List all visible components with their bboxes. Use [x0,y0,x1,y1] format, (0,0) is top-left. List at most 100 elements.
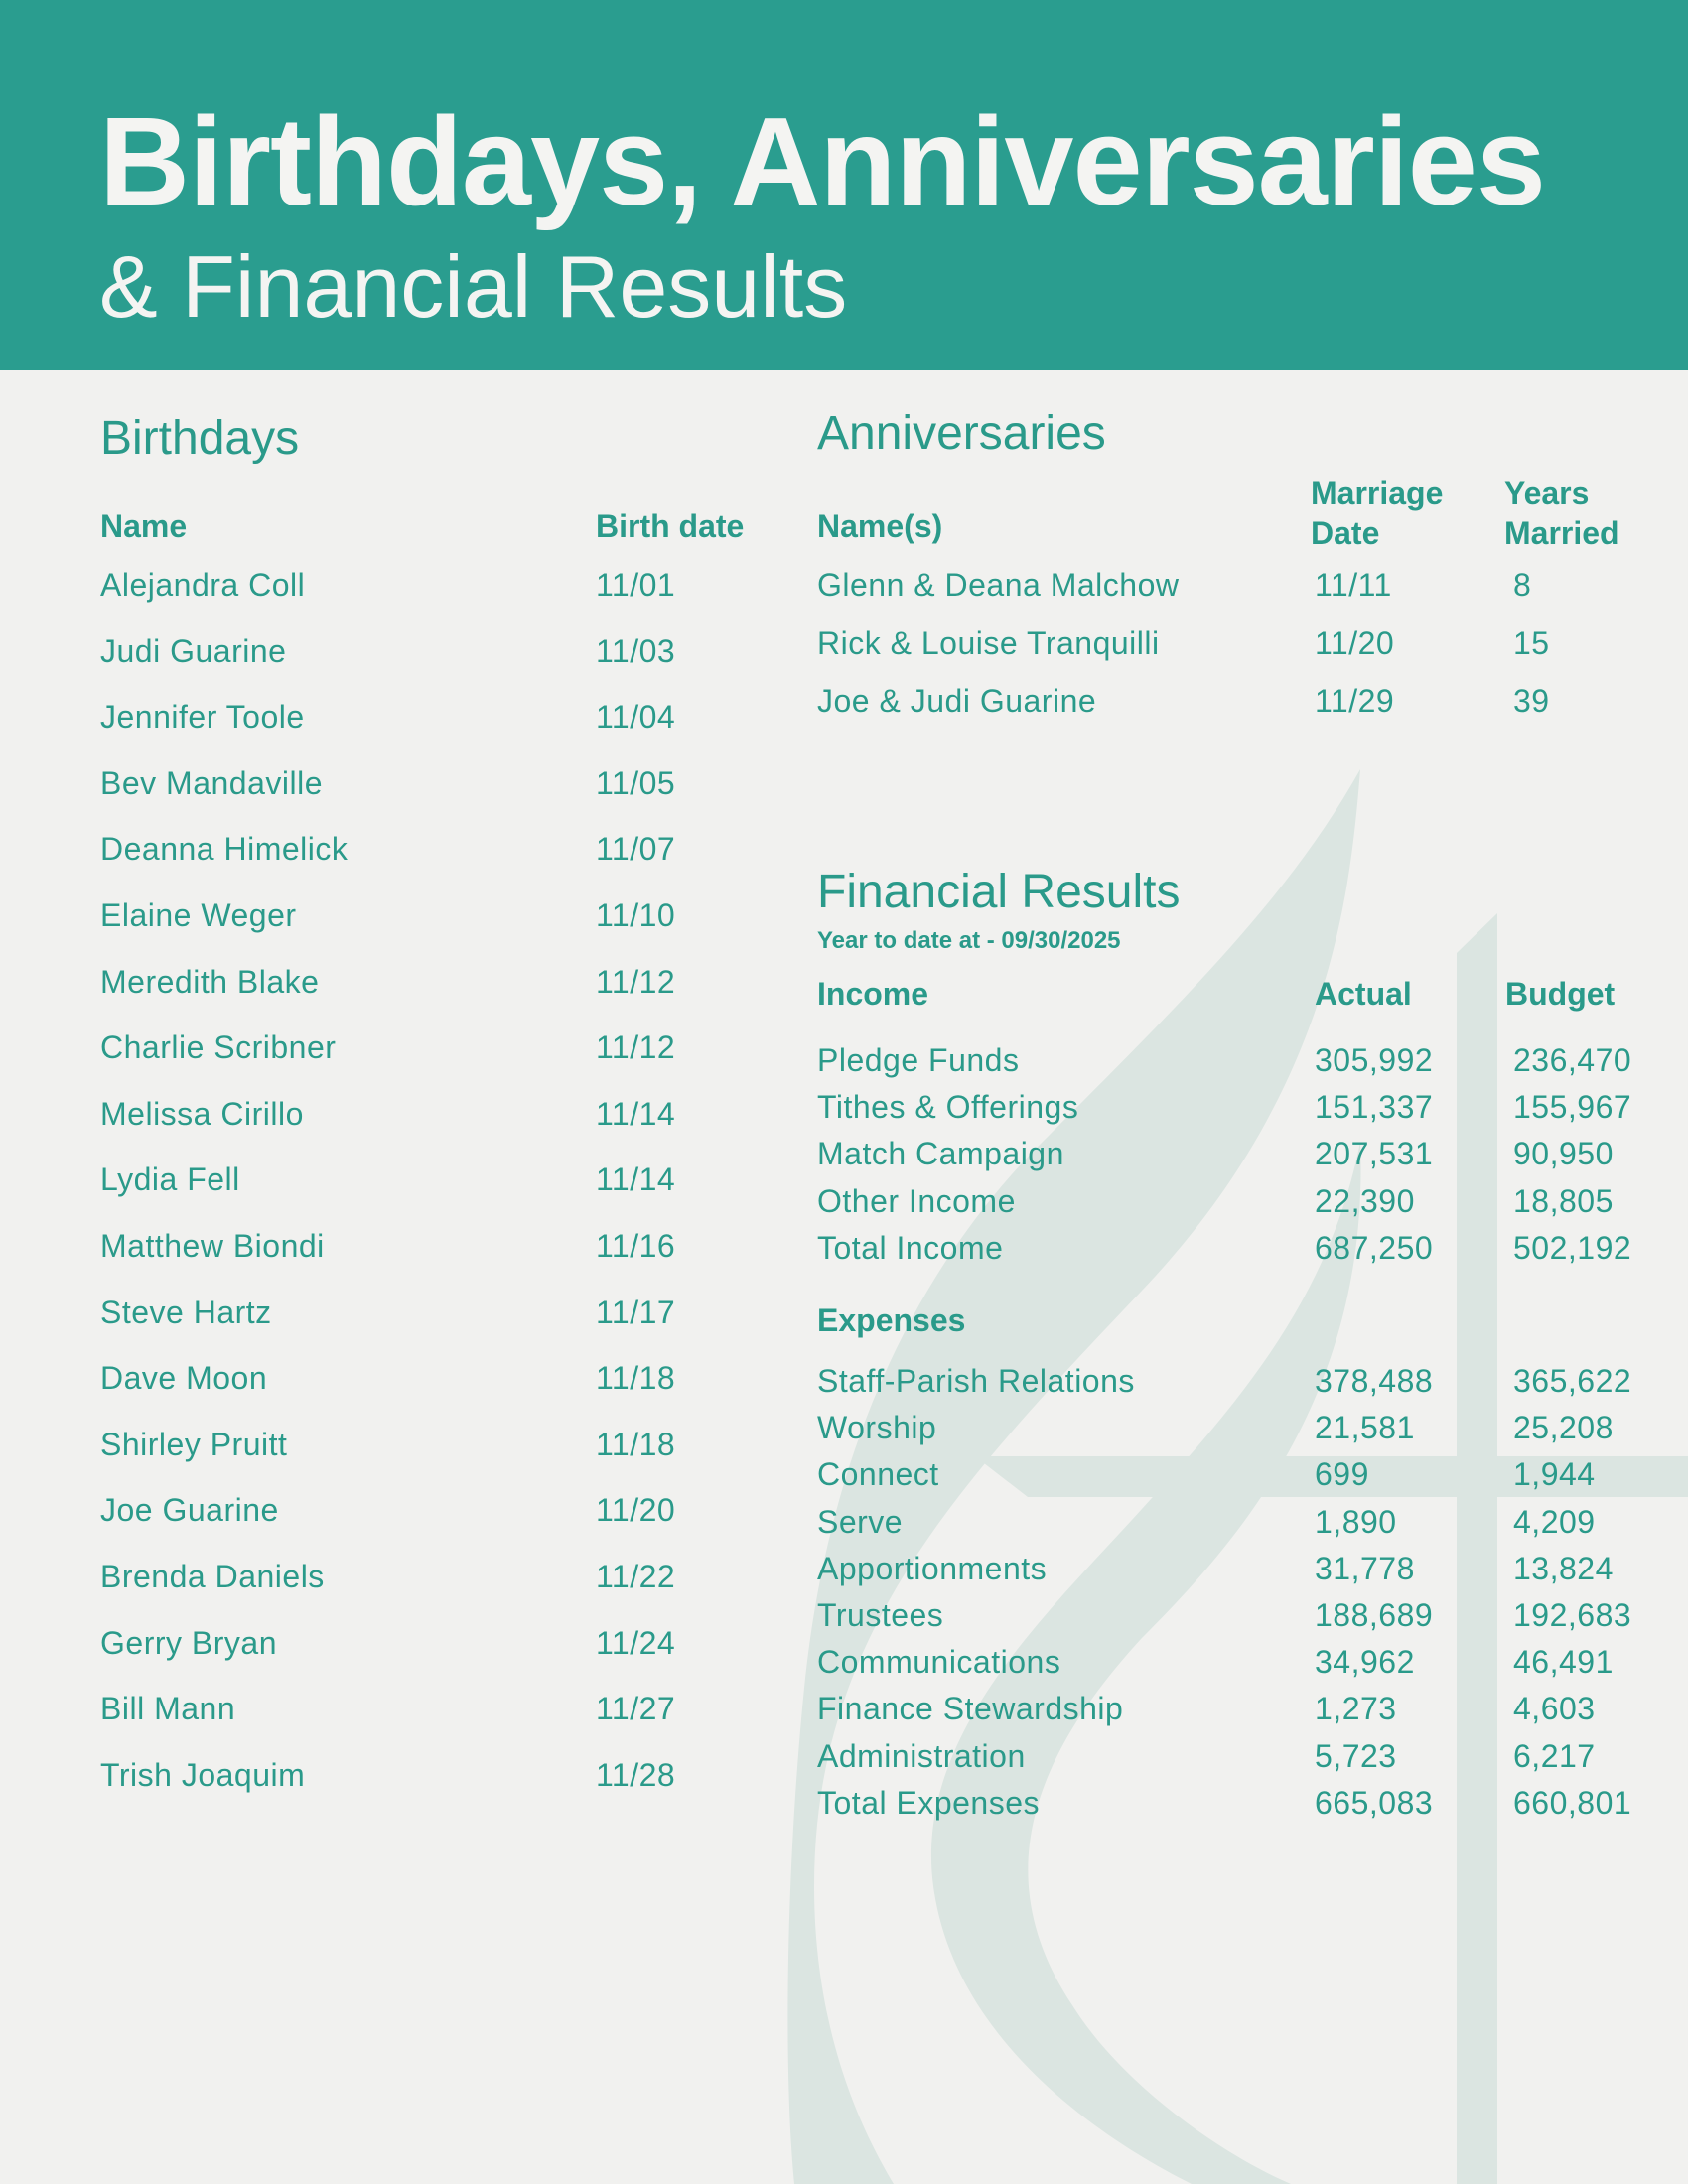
birthday-date: 11/28 [596,1756,676,1793]
anniversary-names: Rick & Louise Tranquilli [817,624,1160,661]
income-budget: 236,470 [1513,1042,1632,1078]
birthday-name: Bev Mandaville [100,764,323,801]
page-title: Birthdays, Anniversaries [99,91,1546,231]
birthday-date: 11/22 [596,1559,676,1594]
birthday-name: Gerry Bryan [100,1624,277,1661]
expense-actual: 378,488 [1315,1363,1434,1399]
expense-budget: 4,209 [1513,1503,1596,1540]
income-budget: 502,192 [1513,1229,1632,1266]
birthday-date: 11/12 [596,963,676,1000]
financial-heading: Financial Results [817,866,1181,918]
anniversary-years: 39 [1513,683,1550,719]
income-budget: 90,950 [1513,1136,1614,1172]
birthday-date: 11/14 [596,1161,676,1198]
expense-actual: 5,723 [1315,1737,1397,1774]
birthday-date: 11/14 [596,1095,676,1132]
birthday-name: Dave Moon [100,1360,268,1397]
income-actual: 207,531 [1315,1136,1434,1172]
income-budget: 18,805 [1513,1182,1614,1219]
expenses-label: Expenses [817,1302,966,1338]
birthday-date: 11/27 [596,1691,676,1727]
birthday-name: Jennifer Toole [100,699,305,736]
birthday-date: 11/24 [596,1624,676,1661]
actual-label: Actual [1315,976,1412,1012]
expense-actual: 31,778 [1315,1550,1415,1586]
expense-budget: 660,801 [1513,1784,1632,1821]
income-actual: 305,992 [1315,1042,1434,1078]
birthday-date: 11/17 [596,1294,676,1330]
expense-actual: 21,581 [1315,1410,1415,1446]
birthday-name: Trish Joaquim [100,1756,306,1793]
income-item: Other Income [817,1182,1016,1219]
birthday-date: 11/01 [596,567,676,603]
income-actual: 22,390 [1315,1182,1415,1219]
anniversary-date: 11/20 [1315,624,1395,661]
birthday-name: Deanna Himelick [100,831,349,868]
birthdays-heading: Birthdays [100,412,300,465]
expense-actual: 188,689 [1315,1597,1434,1633]
income-item: Match Campaign [817,1136,1064,1172]
birthday-name: Alejandra Coll [100,567,306,603]
birthday-name: Meredith Blake [100,963,320,1000]
anniversaries-col-date: Date [1311,515,1380,551]
birthday-name: Judi Guarine [100,632,287,669]
expense-budget: 1,944 [1513,1456,1596,1493]
anniversary-date: 11/29 [1315,683,1395,719]
expense-actual: 1,273 [1315,1691,1397,1727]
income-label: Income [817,976,929,1012]
birthday-date: 11/10 [596,897,676,933]
birthday-name: Elaine Weger [100,897,297,933]
expense-item: Staff-Parish Relations [817,1363,1135,1399]
expense-budget: 46,491 [1513,1644,1614,1681]
income-actual: 687,250 [1315,1229,1434,1266]
expense-budget: 6,217 [1513,1737,1596,1774]
expense-budget: 25,208 [1513,1410,1614,1446]
birthday-date: 11/18 [596,1360,676,1397]
income-actual: 151,337 [1315,1089,1434,1126]
income-item: Total Income [817,1229,1004,1266]
birthday-name: Bill Mann [100,1691,236,1727]
birthdays-col-date: Birth date [596,508,745,544]
birthday-date: 11/04 [596,699,676,736]
income-item: Pledge Funds [817,1042,1020,1078]
budget-label: Budget [1505,976,1616,1012]
income-item: Tithes & Offerings [817,1089,1079,1126]
expense-budget: 4,603 [1513,1691,1596,1727]
birthday-name: Joe Guarine [100,1492,279,1529]
birthday-name: Brenda Daniels [100,1559,325,1594]
birthdays-col-name: Name [100,508,188,544]
anniversary-date: 11/11 [1315,567,1392,603]
birthday-date: 11/03 [596,632,676,669]
expense-item: Trustees [817,1597,944,1633]
expense-actual: 1,890 [1315,1503,1397,1540]
expense-item: Total Expenses [817,1784,1041,1821]
expense-item: Worship [817,1410,937,1446]
anniversaries-heading: Anniversaries [817,407,1106,460]
anniversary-names: Glenn & Deana Malchow [817,567,1180,603]
expense-budget: 13,824 [1513,1550,1614,1586]
expense-item: Communications [817,1644,1061,1681]
birthday-name: Charlie Scribner [100,1029,337,1066]
expense-item: Administration [817,1737,1026,1774]
anniversaries-col-marriage: Marriage [1311,476,1444,511]
page-subtitle: & Financial Results [99,237,848,336]
page-header: Birthdays, Anniversaries & Financial Res… [0,0,1688,370]
expense-item: Serve [817,1503,904,1540]
birthday-date: 11/16 [596,1228,676,1264]
birthday-name: Lydia Fell [100,1161,240,1198]
expense-budget: 192,683 [1513,1597,1632,1633]
anniversary-names: Joe & Judi Guarine [817,683,1097,719]
expense-item: Finance Stewardship [817,1691,1124,1727]
expense-actual: 34,962 [1315,1644,1415,1681]
anniversaries-col-years: Years [1504,476,1590,511]
expense-item: Apportionments [817,1550,1048,1586]
birthday-name: Melissa Cirillo [100,1095,304,1132]
expense-item: Connect [817,1456,939,1493]
birthday-date: 11/05 [596,764,676,801]
anniversaries-col-names: Name(s) [817,508,943,544]
financial-subheading: Year to date at - 09/30/2025 [817,927,1121,954]
birthday-date: 11/07 [596,831,676,868]
anniversary-years: 8 [1513,567,1532,603]
birthday-name: Shirley Pruitt [100,1426,288,1462]
income-budget: 155,967 [1513,1089,1632,1126]
